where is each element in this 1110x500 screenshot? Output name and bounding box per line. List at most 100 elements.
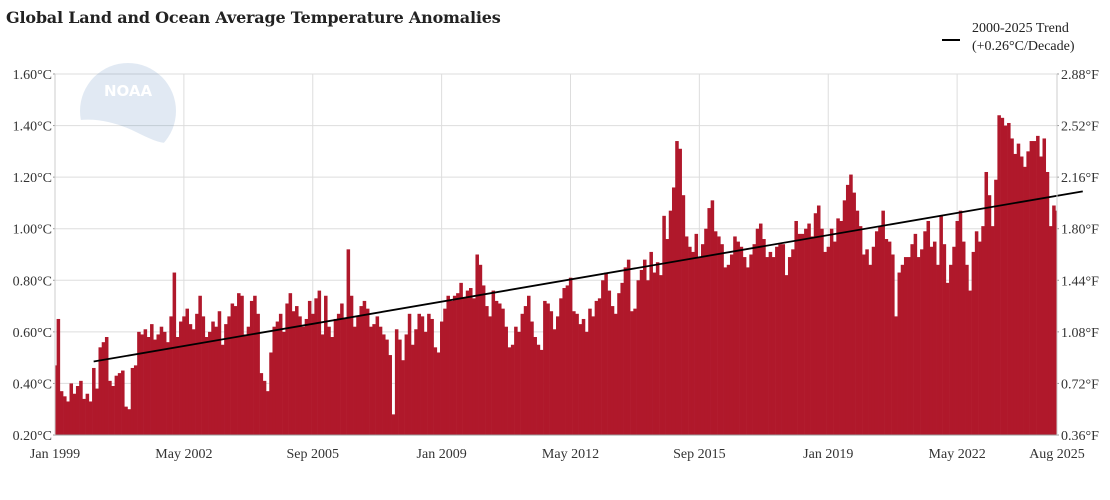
anomaly-bar (871, 246, 876, 435)
y-tick-label-right: 0.36°F (1061, 429, 1099, 444)
anomaly-bar (907, 257, 911, 435)
trend-legend-label: 2000-2025 Trend (+0.26°C/Decade) (972, 21, 1075, 54)
anomaly-bar (671, 187, 676, 435)
anomaly-bar (768, 251, 773, 435)
anomaly-bar (813, 213, 818, 435)
anomaly-bar (807, 223, 811, 435)
anomaly-bar (610, 306, 615, 435)
anomaly-bar (388, 355, 392, 435)
anomaly-bar (633, 308, 637, 435)
anomaly-bar (929, 246, 934, 435)
anomaly-bar (858, 226, 863, 435)
anomaly-bar (1032, 141, 1037, 436)
anomaly-bar (723, 267, 728, 435)
anomaly-bar (88, 401, 93, 435)
anomaly-bar (688, 246, 692, 435)
anomaly-bar (1042, 138, 1047, 435)
noaa-logo: NOAA (80, 63, 176, 160)
anomaly-bar (230, 303, 235, 435)
anomaly-bar (771, 257, 776, 435)
bars (55, 115, 1057, 436)
anomaly-bar (961, 241, 966, 435)
anomaly-bar (243, 334, 248, 435)
anomaly-bar (549, 311, 554, 435)
anomaly-bar (862, 254, 866, 435)
anomaly-bar (85, 393, 90, 435)
anomaly-bar (887, 241, 892, 435)
anomaly-bar (1023, 166, 1027, 436)
anomaly-bar (69, 383, 74, 435)
anomaly-bar (826, 246, 831, 435)
anomaly-bar (820, 228, 824, 435)
anomaly-bar (775, 246, 779, 435)
anomaly-bar (707, 208, 711, 435)
anomaly-bar (369, 326, 373, 435)
anomaly-bar (240, 295, 244, 435)
anomaly-bar (156, 334, 161, 435)
anomaly-bar (320, 334, 325, 435)
anomaly-bar (665, 239, 670, 435)
anomaly-bar (900, 264, 905, 435)
anomaly-bar (1010, 138, 1014, 435)
anomaly-bar (104, 337, 109, 435)
anomaly-bar (794, 220, 798, 435)
anomaly-bar (984, 171, 989, 435)
trend-line (93, 190, 1083, 363)
anomaly-bar (878, 226, 882, 435)
anomaly-bar (220, 344, 225, 435)
anomaly-bar (404, 334, 409, 435)
anomaly-bar (159, 326, 164, 435)
anomaly-bar (382, 334, 386, 435)
anomaly-bar (668, 210, 673, 435)
anomaly-bar (237, 293, 241, 435)
anomaly-bar (150, 324, 154, 435)
anomaly-bar (1019, 156, 1024, 435)
anomaly-bar (868, 264, 873, 435)
anomaly-bar (642, 259, 647, 435)
anomaly-bar (746, 267, 750, 435)
anomaly-bar (246, 326, 251, 435)
anomaly-bar (652, 272, 657, 435)
anomaly-bar (842, 200, 847, 435)
anomaly-bar (501, 308, 505, 435)
anomaly-bar (578, 324, 583, 435)
anomaly-bar (282, 331, 286, 435)
anomaly-bar (739, 246, 744, 435)
anomaly-bar (72, 393, 77, 435)
anomaly-bar (92, 367, 96, 435)
anomaly-bar (597, 298, 602, 435)
anomaly-bar (726, 264, 731, 435)
anomaly-bar (346, 249, 351, 435)
anomaly-bar (133, 365, 138, 435)
anomaly-bar (710, 200, 715, 435)
anomaly-bar (456, 293, 460, 435)
anomaly-bar (987, 195, 992, 435)
y-tick-label-left: 1.20°C (13, 171, 52, 186)
anomaly-bar (179, 321, 183, 435)
anomaly-bar (349, 295, 354, 435)
anomaly-bar (568, 277, 573, 435)
anomaly-bar (82, 398, 86, 435)
x-tick-label: Aug 2025 (1029, 447, 1085, 462)
anomaly-bar (436, 352, 441, 435)
anomaly-bar (56, 318, 61, 435)
noaa-logo-wave (80, 119, 176, 160)
anomaly-bar (949, 264, 953, 435)
anomaly-bar (411, 344, 415, 435)
anomaly-bar (327, 326, 331, 435)
anomaly-bar (269, 352, 273, 435)
anomaly-bar (288, 293, 293, 435)
anomaly-bar (978, 241, 982, 435)
anomaly-bar (324, 295, 328, 435)
anomaly-bar (472, 298, 476, 435)
axes: 0.20°C 0.36°F 0.40°C 0.72°F 0.60°C 1.08°F 0.80… (13, 68, 1100, 462)
anomaly-bar (968, 290, 972, 435)
anomaly-bar (974, 231, 979, 435)
anomaly-bar (298, 316, 302, 435)
anomaly-bar (307, 300, 312, 435)
anomaly-bar (623, 267, 628, 435)
anomaly-bar (204, 337, 209, 435)
anomaly-bar (301, 326, 305, 435)
anomaly-bar (562, 288, 566, 435)
anomaly-bar (816, 205, 821, 435)
